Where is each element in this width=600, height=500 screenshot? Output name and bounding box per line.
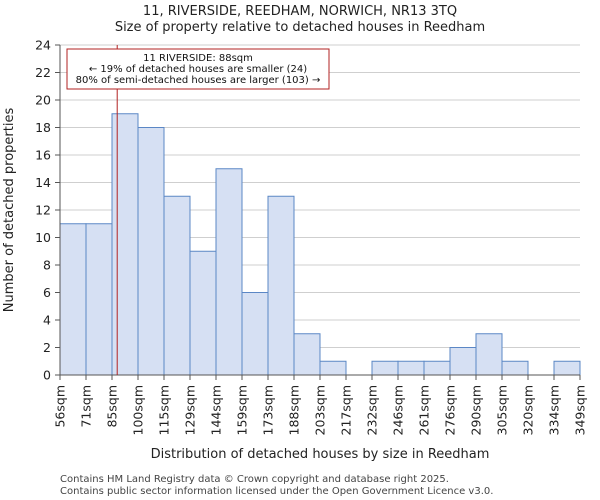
x-tick-label-173sqm: 173sqm <box>261 385 276 435</box>
x-tick-label-85sqm: 85sqm <box>105 385 120 428</box>
chart-subtitle: Size of property relative to detached ho… <box>115 20 485 35</box>
y-tick-label-0: 0 <box>43 368 51 383</box>
y-tick-label-12: 12 <box>35 203 51 218</box>
x-tick-label-56sqm: 56sqm <box>53 385 68 428</box>
x-tick-label-232sqm: 232sqm <box>365 385 380 435</box>
y-tick-label-8: 8 <box>43 258 51 273</box>
annotation-line-3: 80% of semi-detached houses are larger (… <box>76 75 321 86</box>
bar-71sqm <box>85 223 113 376</box>
y-tick-label-20: 20 <box>35 93 51 108</box>
bar-173sqm <box>267 195 295 376</box>
y-axis-label: Number of detached properties <box>2 108 17 313</box>
x-tick-label-144sqm: 144sqm <box>209 385 224 435</box>
x-axis-label: Distribution of detached houses by size … <box>151 447 490 462</box>
bars <box>59 113 581 376</box>
bar-129sqm <box>189 250 217 376</box>
x-tick-label-71sqm: 71sqm <box>79 385 94 428</box>
x-tick-label-246sqm: 246sqm <box>391 385 406 435</box>
y-tick-label-10: 10 <box>35 230 51 245</box>
bar-85sqm <box>111 113 139 376</box>
x-tick-label-261sqm: 261sqm <box>417 385 432 435</box>
y-tick-label-4: 4 <box>43 313 51 328</box>
y-tick-label-6: 6 <box>43 285 51 300</box>
y-tick-label-18: 18 <box>35 120 51 135</box>
x-tick-labels: 56sqm 71sqm 85sqm 100sqm 115sqm 129sqm 144sqm 1… <box>53 375 588 435</box>
y-tick-label-24: 24 <box>35 38 51 53</box>
bar-232sqm <box>371 360 399 376</box>
x-tick-label-115sqm: 115sqm <box>157 385 172 435</box>
x-tick-label-305sqm: 305sqm <box>495 385 510 435</box>
x-tick-label-188sqm: 188sqm <box>287 385 302 435</box>
x-tick-label-129sqm: 129sqm <box>183 385 198 435</box>
x-tick-label-334sqm: 334sqm <box>547 385 562 435</box>
y-tick-label-14: 14 <box>35 175 51 190</box>
y-tick-label-22: 22 <box>35 65 51 80</box>
x-tick-label-290sqm: 290sqm <box>469 385 484 435</box>
x-tick-label-276sqm: 276sqm <box>443 385 458 435</box>
annotation-line-2: ← 19% of detached houses are smaller (24… <box>89 64 307 75</box>
x-tick-label-203sqm: 203sqm <box>313 385 328 435</box>
footer-line-2: Contains public sector information licen… <box>60 486 493 497</box>
annotation-frame <box>66 48 330 90</box>
footer-line-1: Contains HM Land Registry data © Crown c… <box>60 474 449 485</box>
bar-159sqm <box>241 292 269 376</box>
x-tick-label-217sqm: 217sqm <box>339 385 354 435</box>
bar-203sqm <box>319 360 347 376</box>
annotation-line-1: 11 RIVERSIDE: 88sqm <box>143 53 253 64</box>
bar-144sqm <box>215 168 243 376</box>
bar-115sqm <box>163 195 191 376</box>
bar-305sqm <box>501 360 529 376</box>
bar-334sqm <box>553 360 581 376</box>
bar-290sqm <box>475 333 503 376</box>
x-tick-label-349sqm: 349sqm <box>573 385 588 435</box>
bar-100sqm <box>137 127 165 376</box>
x-tick-label-320sqm: 320sqm <box>521 385 536 435</box>
y-tick-label-2: 2 <box>43 340 51 355</box>
x-tick-label-159sqm: 159sqm <box>235 385 250 435</box>
y-tick-label-16: 16 <box>35 148 51 163</box>
bar-56sqm <box>59 223 87 376</box>
annotation-box: 11 RIVERSIDE: 88sqm ← 19% of detached ho… <box>66 48 330 90</box>
bar-276sqm <box>449 347 477 376</box>
chart-title: 11, RIVERSIDE, REEDHAM, NORWICH, NR13 3T… <box>143 4 457 19</box>
bar-246sqm <box>397 360 425 376</box>
bar-188sqm <box>293 333 321 376</box>
bar-261sqm <box>423 360 451 376</box>
x-tick-label-100sqm: 100sqm <box>131 385 146 435</box>
